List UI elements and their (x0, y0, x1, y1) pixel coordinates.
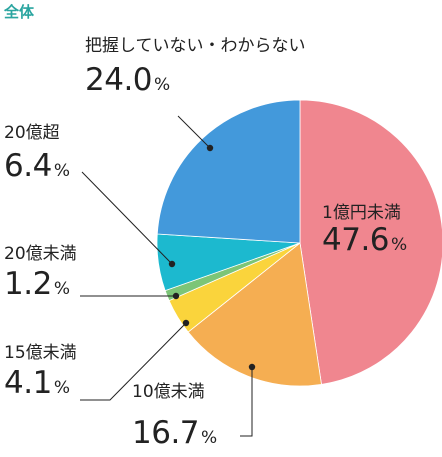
data-label-10to15: 15億未満 4.1% (4, 343, 77, 405)
category-label-lt1: 1億円未満 (322, 203, 401, 223)
leader-dot-unk (206, 144, 214, 152)
leader-line-1to10 (240, 367, 253, 437)
leader-line-gt20 (81, 171, 173, 265)
category-label-15to20: 20億未満 (4, 244, 77, 264)
pie-slice-unk (156, 99, 301, 244)
category-label-unk: 把握していない・わからない (85, 36, 306, 56)
category-label-10to15: 15億未満 (4, 343, 77, 363)
data-label-1to10: 10億未満 16.7% (132, 382, 217, 455)
leader-dot-15to20 (172, 292, 180, 300)
value-label-gt20: 6.4% (4, 148, 70, 184)
pie-slice-1to10 (187, 242, 322, 387)
leader-line-unk (177, 115, 211, 149)
data-label-unk: 把握していない・わからない 24.0% (85, 36, 306, 102)
category-label-gt20: 20億超 (4, 123, 60, 143)
data-label-gt20: 20億超 6.4% (4, 123, 70, 188)
value-label-15to20: 1.2% (4, 266, 70, 302)
value-label-unk: 24.0% (85, 62, 171, 98)
value-label-lt1: 47.6% (322, 222, 408, 258)
data-label-lt1: 1億円未満 47.6% (322, 203, 407, 262)
panel-title: 全体 (4, 3, 35, 21)
leader-dot-10to15 (182, 319, 190, 327)
data-label-15to20: 20億未満 1.2% (4, 244, 77, 306)
leader-line-10to15 (80, 322, 187, 401)
category-label-1to10: 10億未満 (132, 382, 205, 402)
pie-slice-lt1 (299, 99, 442, 385)
value-label-10to15: 4.1% (4, 365, 70, 401)
value-label-1to10: 16.7% (132, 415, 218, 451)
leader-dot-gt20 (168, 260, 176, 268)
leader-dot-1to10 (248, 363, 256, 371)
